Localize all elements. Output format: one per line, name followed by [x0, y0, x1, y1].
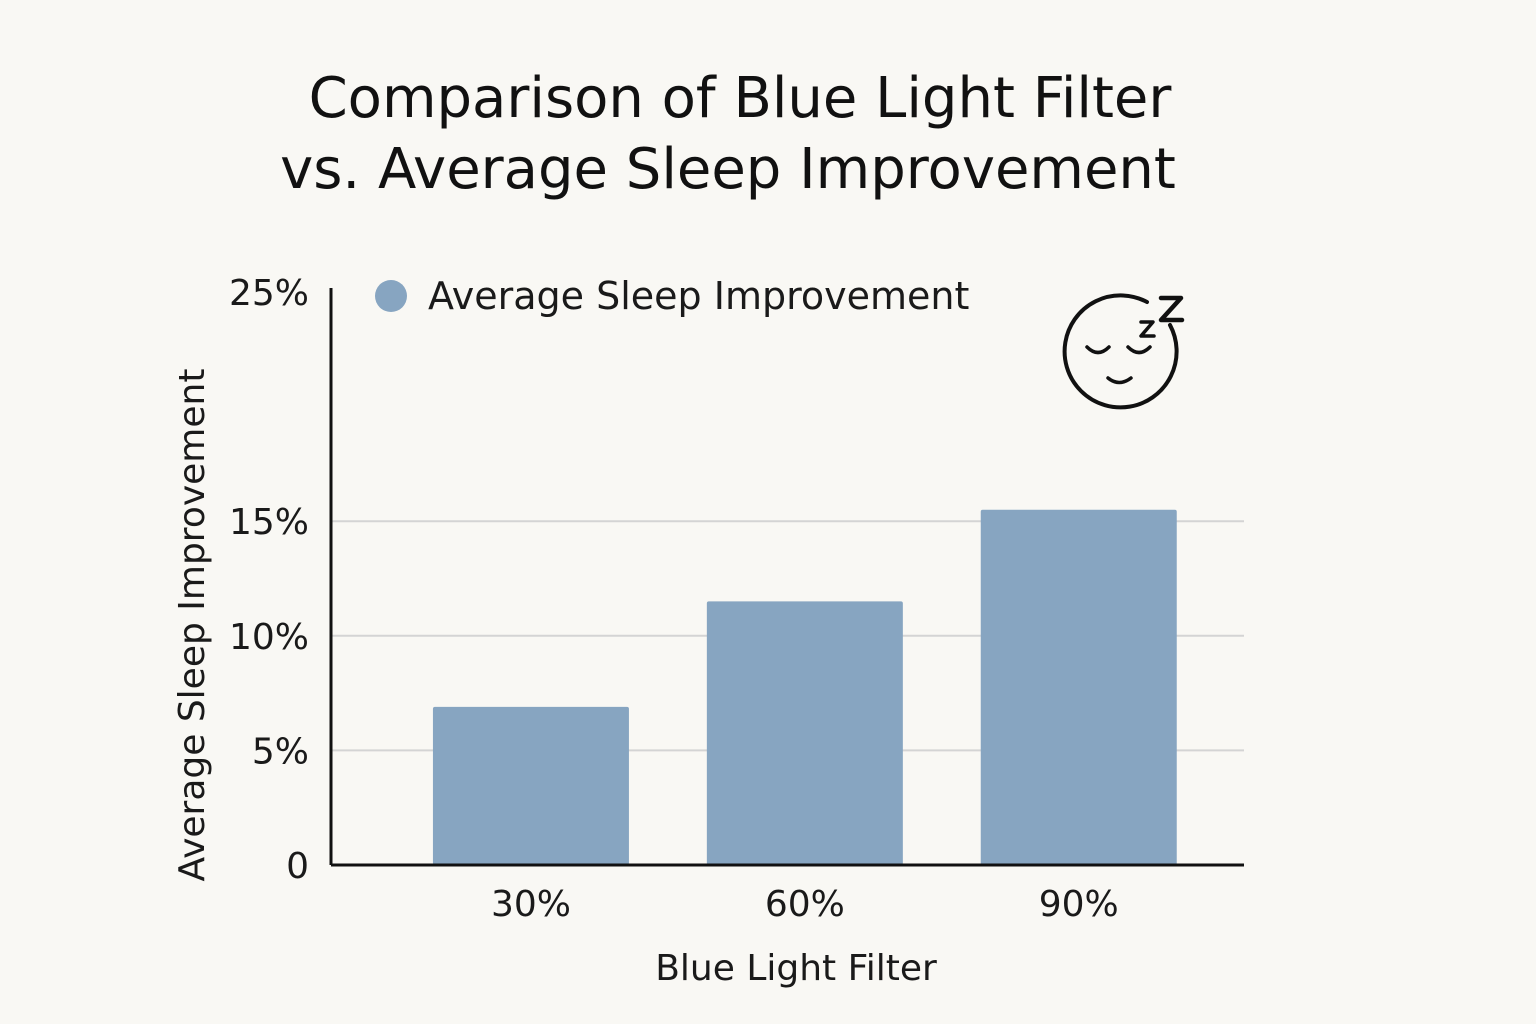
y-axis-title: Average Sleep Improvement — [172, 369, 213, 882]
axes — [329, 288, 1244, 867]
x-tick-labels: 30% 60% 90% — [491, 884, 1119, 925]
y-tick-label: 10% — [229, 617, 309, 658]
legend: Average Sleep Improvement — [375, 274, 969, 318]
bar-60pct — [706, 601, 903, 865]
y-tick-labels: 0 5% 10% 15% 25% — [229, 273, 309, 887]
x-tick-label: 90% — [1039, 884, 1119, 925]
sleeping-face-icon — [1062, 293, 1185, 410]
x-tick-label: 30% — [491, 884, 571, 925]
y-tick-label: 5% — [252, 731, 309, 772]
bar-90pct — [980, 509, 1177, 865]
y-tick-label: 15% — [229, 502, 309, 543]
y-tick-label: 0 — [286, 846, 309, 887]
y-tick-label: 25% — [229, 273, 309, 314]
bar-30pct — [432, 706, 629, 865]
x-tick-label: 60% — [765, 884, 845, 925]
chart-title-line-1: Comparison of Blue Light Filter — [309, 66, 1173, 131]
x-axis-title: Blue Light Filter — [655, 948, 937, 989]
legend-swatch — [375, 280, 407, 312]
chart-title-line-2: vs. Average Sleep Improvement — [280, 137, 1176, 202]
bars — [432, 509, 1177, 865]
legend-label: Average Sleep Improvement — [428, 274, 969, 318]
